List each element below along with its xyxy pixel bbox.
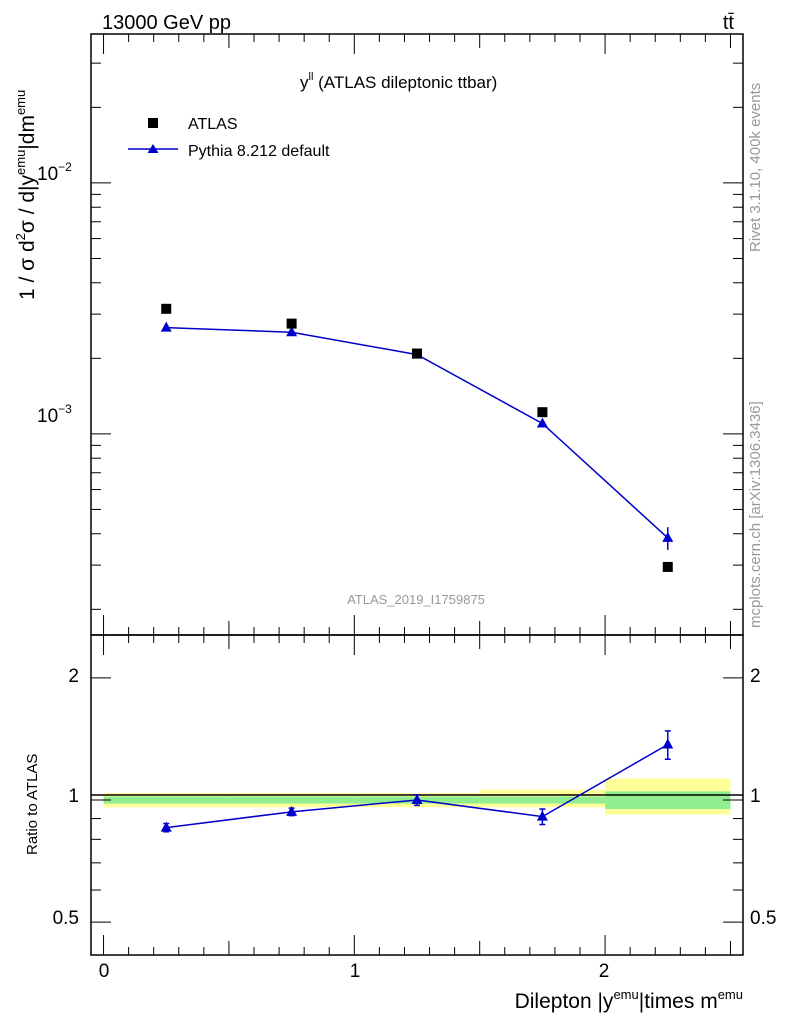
atlas-point — [412, 348, 422, 359]
plot-title-rest: (ATLAS dileptonic ttbar) — [313, 73, 497, 92]
ratio-stat-band — [228, 796, 355, 804]
atlas-point — [662, 561, 673, 572]
mc-line — [166, 326, 669, 539]
ratio-stat-band — [605, 791, 731, 810]
ratio-stat-band — [103, 796, 229, 804]
ratio-mc-point — [536, 810, 548, 821]
ratio-ytick-label-2-left: 2 — [68, 666, 79, 687]
legend-data-marker — [148, 118, 158, 128]
main-panel-ticks — [91, 34, 743, 635]
ratio-stat-band — [479, 796, 606, 804]
rivet-label: Rivet 3.1.10, 400k events — [747, 83, 764, 252]
ratio-y-axis-label: Ratio to ATLAS — [24, 754, 41, 855]
mcplots-label: mcplots.cern.ch [arXiv:1306.3436] — [747, 401, 764, 628]
ratio-panel-frame — [90, 634, 744, 956]
xtick-label-2: 2 — [599, 961, 610, 982]
ratio-series — [160, 730, 674, 833]
ratio-ytick-label-2-right: 2 — [750, 666, 761, 687]
ratio-mc-line — [166, 743, 669, 829]
atlas-point — [537, 407, 548, 418]
ratio-mc-point — [286, 805, 298, 816]
ytick-label-1e-3: 10−3 — [37, 402, 72, 427]
legend: ATLAS Pythia 8.212 default — [128, 116, 330, 160]
main-y-axis-label: 1 / σ d2σ / d|yemu|dmemu — [13, 90, 39, 300]
mc-point — [536, 417, 548, 428]
ratio-ytick-label-05-right: 0.5 — [750, 908, 776, 929]
mc-point — [160, 321, 172, 332]
xtick-label-0: 0 — [99, 961, 110, 982]
ratio-ytick-label-05-left: 0.5 — [53, 908, 79, 929]
legend-mc-marker — [147, 144, 159, 153]
atlas-point — [286, 318, 297, 329]
ratio-panel-ticks — [91, 635, 743, 955]
atlas-point — [161, 303, 172, 314]
plot-title: yll (ATLAS dileptonic ttbar) — [300, 71, 497, 92]
mc-point — [662, 531, 674, 542]
legend-mc-label: Pythia 8.212 default — [188, 143, 330, 160]
plot-title-sup: ll — [309, 71, 314, 83]
ratio-ytick-label-1-right: 1 — [750, 786, 761, 807]
ratio-mc-point — [411, 793, 423, 804]
ratio-mc-point — [160, 821, 172, 832]
watermark: ATLAS_2019_I1759875 — [347, 592, 485, 607]
plot-title-main: y — [300, 73, 309, 92]
main-panel-series — [160, 303, 674, 572]
ytick-label-1e-2: 10−2 — [37, 160, 72, 185]
main-panel: yll (ATLAS dileptonic ttbar) ATLAS_2019_… — [13, 33, 744, 636]
mc-point — [286, 326, 298, 337]
ratio-ytick-label-1-left: 1 — [68, 786, 79, 807]
x-axis-label: Dilepton |yemu|times memu — [515, 987, 743, 1013]
ratio-panel: 2 1 0.5 2 1 0.5 Ratio to ATLAS 0 1 2 Dil… — [24, 634, 776, 1013]
legend-data-label: ATLAS — [188, 116, 238, 133]
process-label: tt̄ — [723, 12, 735, 34]
xtick-label-1: 1 — [350, 961, 361, 982]
ratio-mc-point — [662, 738, 674, 749]
energy-label: 13000 GeV pp — [102, 12, 231, 34]
